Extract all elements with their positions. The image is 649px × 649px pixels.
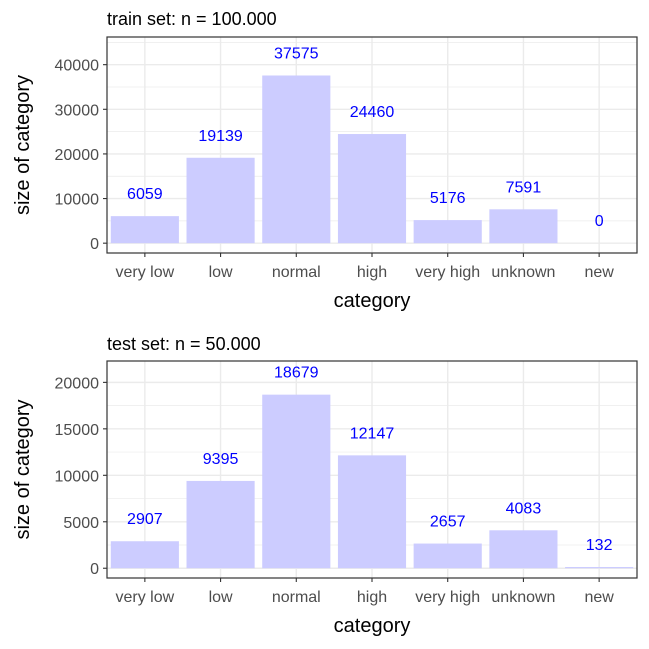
y-axis-title: size of category [12, 399, 34, 539]
bar-very-low [110, 216, 179, 244]
x-tick-label: normal [272, 589, 321, 606]
y-tick-label: 0 [90, 236, 99, 253]
data-label: 24460 [350, 104, 395, 121]
data-label: 132 [586, 537, 613, 554]
x-tick-label: very low [116, 264, 175, 281]
data-label: 37575 [274, 45, 319, 62]
data-label: 4083 [506, 500, 542, 517]
y-tick-label: 15000 [55, 422, 100, 439]
bar-unknown [489, 530, 558, 569]
bar-high [337, 455, 407, 569]
bar-normal [262, 394, 331, 569]
bar-unknown [489, 209, 558, 244]
data-label: 9395 [203, 451, 239, 468]
y-tick-label: 0 [90, 561, 99, 578]
x-tick-label: unknown [491, 589, 555, 606]
chart-panel-2: 2907 9395 18679 12147 2657 4083 132 0 5000 10000 1… [12, 334, 638, 637]
data-label: 5176 [430, 190, 466, 207]
data-label: 2907 [127, 511, 163, 528]
bar-low [186, 157, 255, 244]
bar-new [565, 567, 634, 569]
chart-panel-1: 6059 19139 37575 24460 5176 7591 0 0 10000 20000 3… [12, 9, 638, 312]
y-tick-label: 20000 [55, 375, 100, 392]
data-label: 2657 [430, 514, 466, 531]
bar-normal [262, 75, 331, 244]
data-label: 19139 [198, 128, 243, 145]
x-tick-label: very high [415, 589, 480, 606]
x-tick-label: high [357, 264, 387, 281]
data-label: 7591 [506, 179, 542, 196]
x-tick-label: low [209, 589, 233, 606]
y-tick-label: 40000 [55, 58, 100, 75]
y-tick-label: 20000 [55, 147, 100, 164]
y-axis-title: size of category [12, 75, 34, 215]
y-tick-label: 30000 [55, 102, 100, 119]
bar-very-high [413, 220, 482, 244]
x-tick-label: new [584, 264, 614, 281]
y-tick-label: 5000 [63, 515, 99, 532]
x-tick-label: very high [415, 264, 480, 281]
data-label: 6059 [127, 186, 163, 203]
y-tick-label: 10000 [55, 468, 100, 485]
x-tick-label: very low [116, 589, 175, 606]
x-tick-label: normal [272, 264, 321, 281]
bar-very-high [413, 543, 482, 569]
x-tick-label: high [357, 589, 387, 606]
x-axis-title: category [334, 290, 411, 312]
bar-low [186, 480, 255, 569]
data-label: 12147 [350, 425, 395, 442]
y-tick-label: 10000 [55, 192, 100, 209]
chart-title: test set: n = 50.000 [107, 334, 261, 354]
x-axis-title: category [334, 615, 411, 637]
x-tick-label: new [584, 589, 614, 606]
data-label: 0 [595, 213, 604, 230]
x-tick-label: unknown [491, 264, 555, 281]
chart-title: train set: n = 100.000 [107, 9, 277, 29]
x-tick-label: low [209, 264, 233, 281]
bar-high [337, 134, 407, 244]
data-label: 18679 [274, 365, 319, 382]
bar-very-low [110, 541, 179, 569]
